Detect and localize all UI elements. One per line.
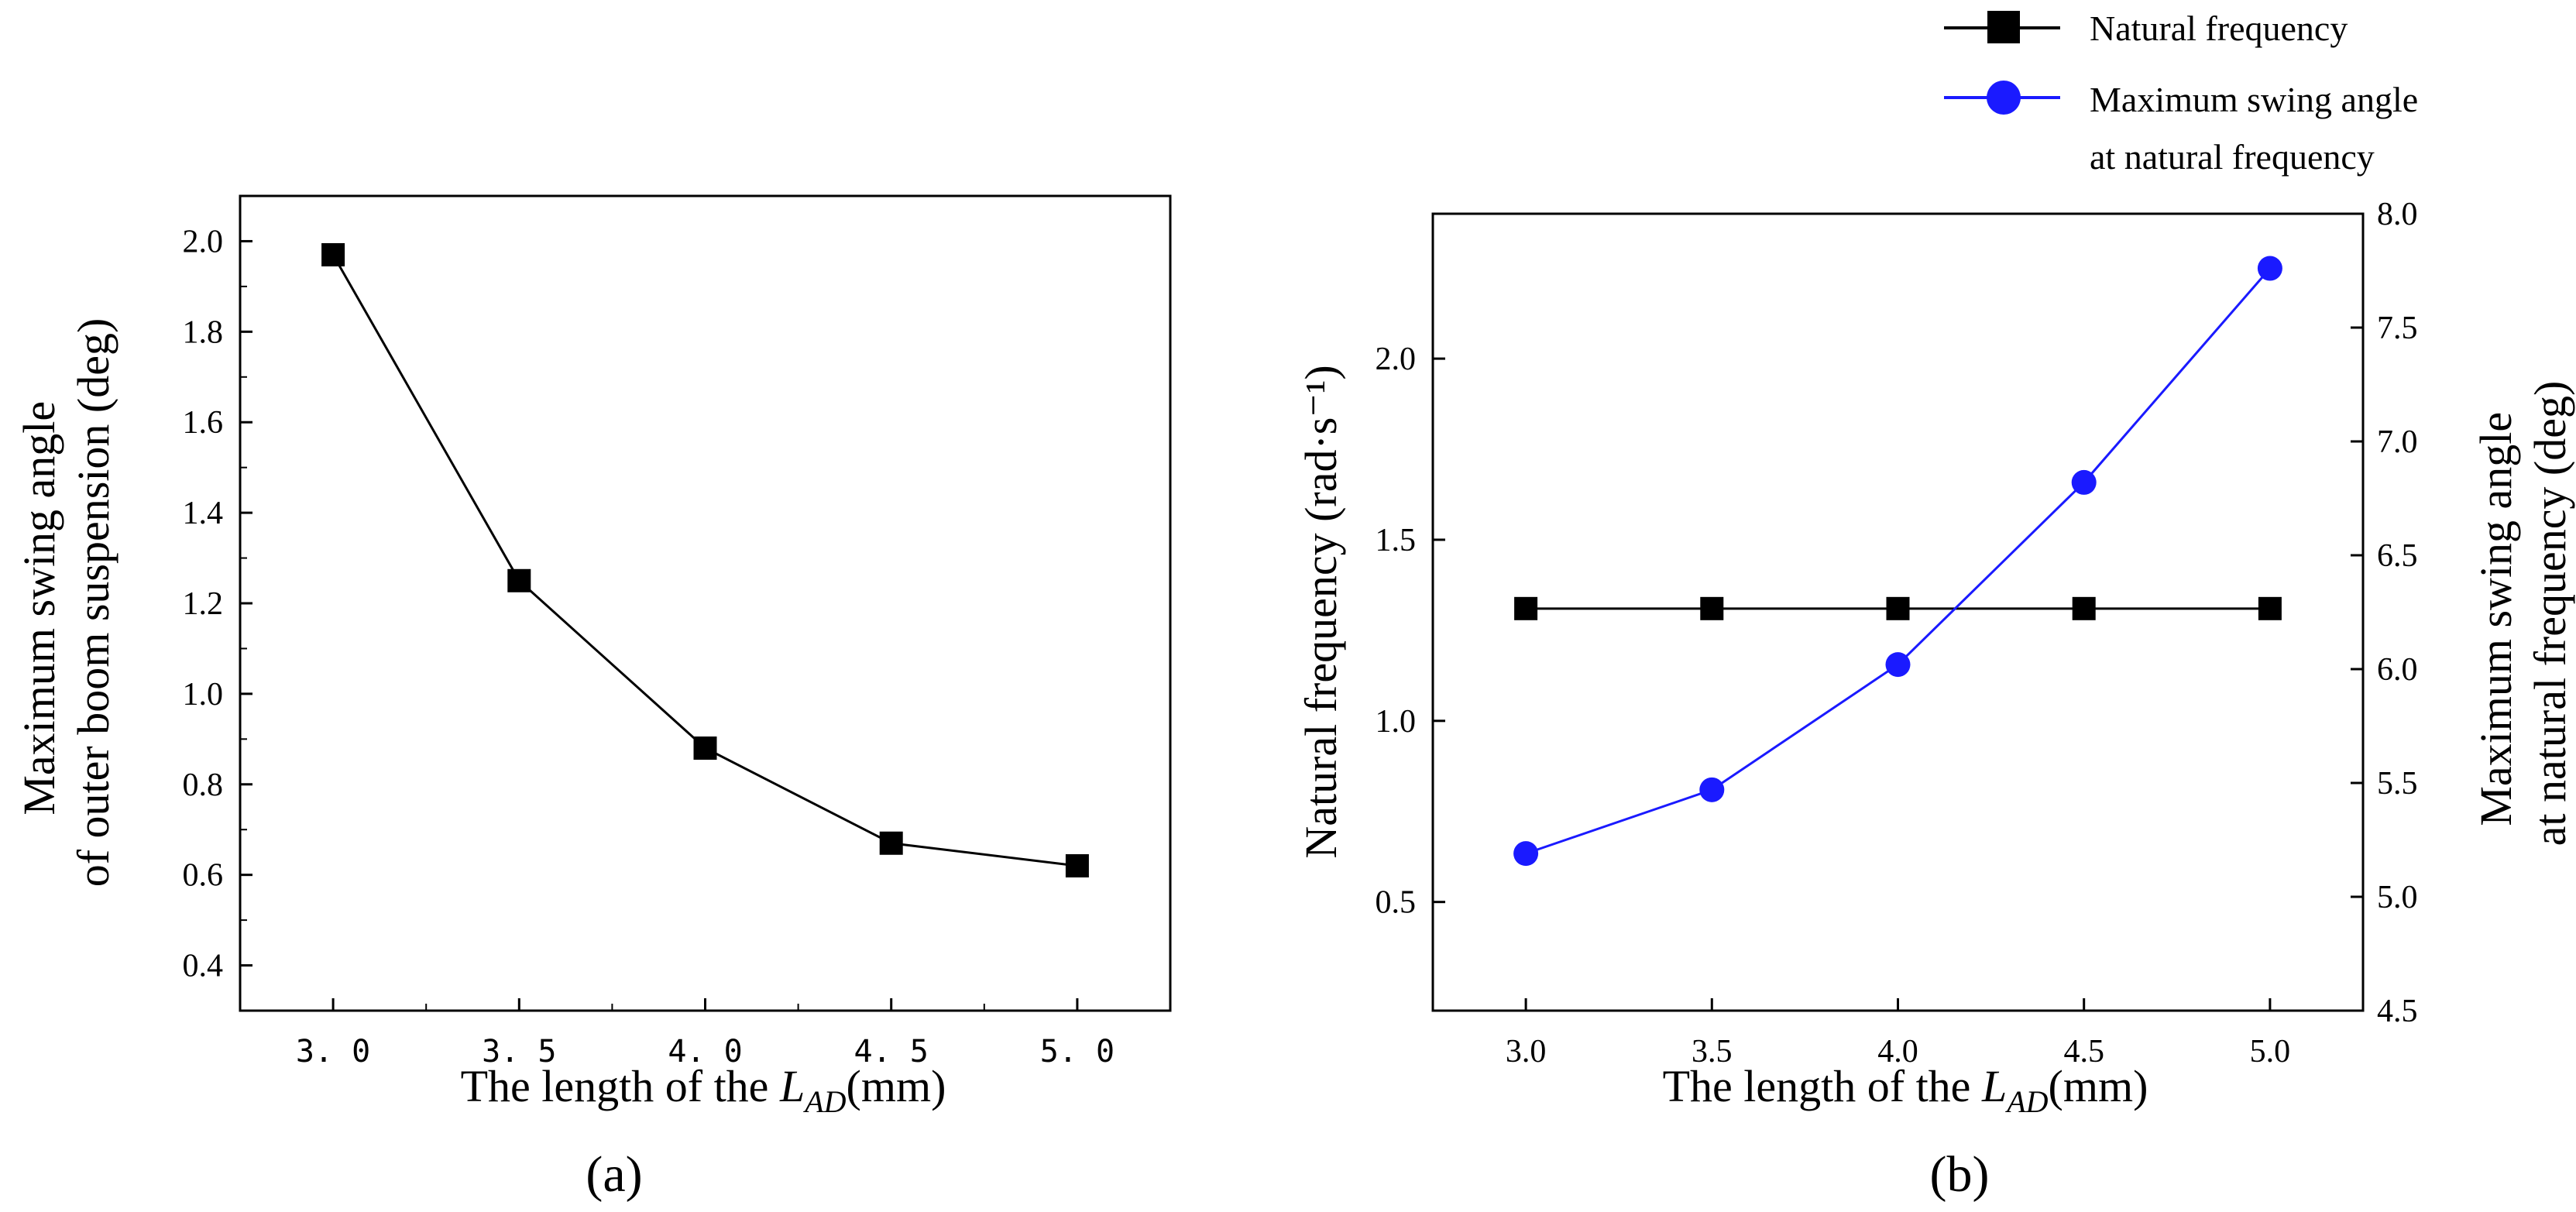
panel-a-x-axis-title: The length of the LAD(mm) <box>461 1061 946 1119</box>
data-point <box>2072 596 2096 620</box>
x-tick-label: 3. 0 <box>296 1034 370 1070</box>
x-tick-label: 4. 5 <box>854 1034 929 1070</box>
x-tick-label: 5. 0 <box>1040 1034 1115 1070</box>
left-y-tick-label: 2.0 <box>1376 342 1417 377</box>
data-point <box>1513 841 1539 867</box>
data-point <box>1886 596 1910 620</box>
y-tick-label: 1.0 <box>183 677 224 712</box>
panel-b-x-title-var: L <box>1981 1061 2007 1111</box>
right-y-tick-label: 7.0 <box>2377 424 2418 460</box>
data-point <box>321 242 345 266</box>
panel-b-right-y-title-line1: Maximum swing angle <box>2471 412 2521 826</box>
panel-a-x-title-prefix: The length of the <box>461 1061 780 1111</box>
left-y-tick-label: 1.5 <box>1376 523 1417 558</box>
y-tick-label: 0.6 <box>183 858 224 894</box>
panel-a-x-title-sub: AD <box>802 1084 846 1119</box>
data-point <box>1885 652 1911 678</box>
data-point <box>1514 596 1538 620</box>
y-tick-label: 0.4 <box>183 949 224 984</box>
data-point <box>879 831 903 855</box>
y-tick-label: 0.8 <box>183 767 224 803</box>
right-y-tick-label: 5.5 <box>2377 766 2418 802</box>
data-point <box>2258 596 2282 620</box>
panel-b: 0.5 1.0 1.5 2.0 4.5 5.0 5.5 6.0 6.5 7.0 7.5 8.0 3.… <box>1296 9 2575 1203</box>
left-y-tick-label: 1.0 <box>1376 704 1417 740</box>
panel-a-y-title-line1: Maximum swing angle <box>14 401 64 815</box>
panel-a: 0.4 0.6 0.8 1.0 1.2 1.4 1.6 1.8 2.0 3. 0 3. 5 4. 0… <box>14 194 1172 1203</box>
panel-a-label: (a) <box>586 1146 642 1203</box>
legend-natural-frequency-marker <box>1987 11 2020 43</box>
data-point <box>2071 469 2097 495</box>
left-y-tick-label: 0.5 <box>1376 885 1417 921</box>
panel-b-label: (b) <box>1930 1146 1990 1203</box>
panel-b-legend: Natural frequency Maximum swing angle at… <box>1944 9 2427 177</box>
panel-a-series <box>321 242 1089 877</box>
series-line <box>1525 267 2272 855</box>
data-point <box>1065 853 1089 877</box>
right-y-tick-label: 5.0 <box>2377 880 2418 915</box>
right-y-tick-label: 4.5 <box>2377 994 2418 1029</box>
panel-b-left-y-axis-title: Natural frequency (rad·s⁻¹) <box>1296 365 1346 858</box>
legend-natural-frequency-label: Natural frequency <box>2090 9 2348 48</box>
data-point <box>507 568 531 592</box>
data-point <box>693 736 717 761</box>
panel-a-plot-frame <box>239 194 1172 1012</box>
x-tick-label: 3.0 <box>1506 1034 1547 1070</box>
panel-a-x-axis-ticks: 3. 0 3. 5 4. 0 4. 5 5. 0 <box>296 998 1115 1070</box>
panel-b-right-y-axis-title: Maximum swing angle at natural frequency… <box>2471 381 2575 846</box>
x-tick-label: 3.5 <box>1692 1034 1733 1070</box>
x-tick-label: 4.5 <box>2063 1034 2104 1070</box>
right-y-tick-label: 6.0 <box>2377 652 2418 688</box>
panel-a-x-title-var: L <box>779 1061 805 1111</box>
y-tick-label: 1.6 <box>183 405 224 441</box>
data-point <box>1700 596 1724 620</box>
panel-b-series <box>1513 256 2282 867</box>
panel-b-x-title-sub: AD <box>2004 1084 2048 1119</box>
x-tick-label: 4.0 <box>1877 1034 1918 1070</box>
right-y-tick-label: 8.0 <box>2377 197 2418 232</box>
y-tick-label: 1.4 <box>183 496 224 531</box>
x-tick-label: 5.0 <box>2250 1034 2291 1070</box>
data-point <box>1699 777 1725 802</box>
y-tick-label: 1.8 <box>183 314 224 350</box>
panel-b-right-y-title-line2: at natural frequency (deg) <box>2525 381 2575 846</box>
panel-b-x-axis-title: The length of the LAD(mm) <box>1663 1061 2148 1119</box>
legend-swing-angle-label: Maximum swing angle at natural frequency <box>2090 80 2427 177</box>
panel-b-x-title-unit: (mm) <box>2049 1061 2148 1111</box>
series-line <box>331 254 1078 867</box>
panel-a-x-title-unit: (mm) <box>847 1061 946 1111</box>
legend-swing-angle-label-line1: Maximum swing angle <box>2090 80 2418 119</box>
panel-b-left-y-axis-ticks: 0.5 1.0 1.5 2.0 <box>1376 342 1445 921</box>
panel-a-y-axis-title: Maximum swing angle of outer boom suspen… <box>14 318 118 888</box>
panel-a-y-axis-ticks: 0.4 0.6 0.8 1.0 1.2 1.4 1.6 1.8 2.0 <box>183 224 252 984</box>
y-tick-label: 2.0 <box>183 224 224 259</box>
data-point <box>2257 256 2282 281</box>
legend-swing-angle-marker <box>1987 81 2021 115</box>
panel-b-x-axis-ticks: 3.0 3.5 4.0 4.5 5.0 <box>1506 998 2290 1070</box>
legend-swing-angle-label-line2: at natural frequency <box>2090 137 2375 177</box>
x-tick-label: 3. 5 <box>482 1034 556 1070</box>
panel-b-right-y-axis-ticks: 4.5 5.0 5.5 6.0 6.5 7.0 7.5 8.0 <box>2351 197 2418 1029</box>
right-y-tick-label: 7.5 <box>2377 311 2418 346</box>
y-tick-label: 1.2 <box>183 586 224 622</box>
panel-b-x-title-prefix: The length of the <box>1663 1061 1982 1111</box>
panel-a-y-title-line2: of outer boom suspension (deg) <box>68 318 118 888</box>
right-y-tick-label: 6.5 <box>2377 538 2418 574</box>
x-tick-label: 4. 0 <box>668 1034 742 1070</box>
